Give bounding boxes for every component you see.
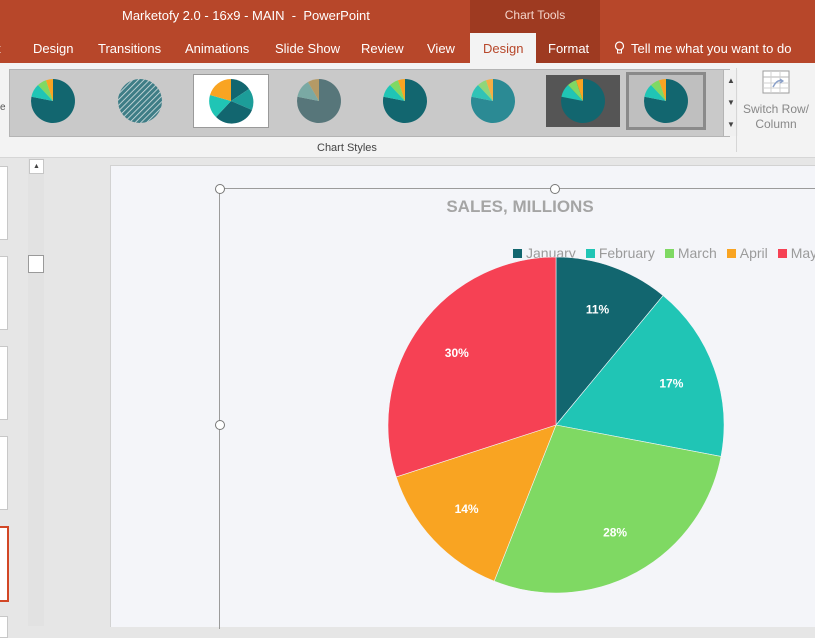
- gallery-expand-button[interactable]: ▼: [727, 120, 735, 129]
- chart-object[interactable]: SALES, MILLIONS January February March Apri…: [215, 184, 815, 629]
- legend-swatch: [726, 249, 736, 258]
- tab-review[interactable]: Review: [361, 41, 404, 56]
- tab-view[interactable]: View: [427, 41, 455, 56]
- data-label-march[interactable]: 28%: [603, 525, 627, 539]
- chart-styles-group-label: Chart Styles: [317, 142, 377, 154]
- tab-animations[interactable]: Animations: [185, 41, 250, 56]
- legend-label: April: [739, 245, 768, 261]
- slide-thumbnail-selected[interactable]: [0, 526, 9, 602]
- tell-me-search[interactable]: Tell me what you want to do: [614, 33, 791, 63]
- pie-chart[interactable]: 11% 17% 28% 14% 30%: [220, 189, 815, 629]
- tab-format[interactable]: Format: [548, 41, 590, 56]
- legend-item-april[interactable]: April: [726, 245, 768, 261]
- data-label-february[interactable]: 17%: [659, 376, 683, 390]
- chart-tools-label: Chart Tools: [470, 0, 600, 33]
- chart-style-5-icon: [382, 79, 427, 123]
- chart-style-7[interactable]: [546, 75, 620, 127]
- chart-style-6[interactable]: [456, 75, 530, 127]
- slide-thumbnail[interactable]: [0, 256, 8, 330]
- switch-row-column-label-2: Column: [755, 117, 797, 131]
- legend-label: May: [790, 245, 815, 261]
- tab-chart-design[interactable]: Design: [470, 33, 537, 63]
- tab-transitions[interactable]: Transitions: [98, 41, 162, 56]
- data-label-april[interactable]: 14%: [455, 502, 479, 516]
- slide-thumbnail-pane: [0, 158, 28, 638]
- slide-thumbnail[interactable]: [0, 166, 8, 240]
- lightbulb-icon: [614, 41, 625, 54]
- chart-style-6-icon: [470, 79, 515, 123]
- legend-swatch: [513, 249, 522, 258]
- legend-swatch: [664, 249, 674, 258]
- tab-insert[interactable]: t: [0, 33, 1, 63]
- tell-me-label: Tell me what you want to do: [631, 41, 792, 56]
- gallery-scroll-down-button[interactable]: ▼: [727, 98, 735, 107]
- chart-legend[interactable]: January February March April May: [513, 245, 815, 261]
- chart-style-4[interactable]: [282, 75, 356, 127]
- chart-style-7-icon: [560, 79, 605, 123]
- legend-label: February: [598, 245, 655, 261]
- legend-swatch: [585, 249, 595, 258]
- ribbon-cut-label: e: [0, 102, 6, 113]
- slide-thumbnail[interactable]: [0, 346, 8, 420]
- legend-item-february[interactable]: February: [585, 245, 655, 261]
- legend-item-march[interactable]: March: [664, 245, 717, 261]
- resize-handle-top-left[interactable]: [215, 184, 225, 194]
- chart-style-3[interactable]: [193, 74, 269, 128]
- resize-handle-top[interactable]: [550, 184, 560, 194]
- resize-handle-left[interactable]: [215, 420, 225, 430]
- title-bar: Marketofy 2.0 - 16x9 - MAIN - PowerPoint…: [0, 0, 815, 33]
- legend-swatch: [777, 249, 787, 258]
- switch-row-column-label-1: Switch Row/: [742, 102, 810, 116]
- tab-design[interactable]: Design: [33, 41, 74, 56]
- pie-slice-march[interactable]: [493, 424, 722, 594]
- chart-style-1[interactable]: [16, 75, 90, 127]
- ribbon-panel: e: [0, 63, 815, 158]
- slide-thumbnail[interactable]: [0, 616, 8, 638]
- chart-style-3-icon: [209, 79, 254, 124]
- chart-style-2[interactable]: [103, 75, 177, 127]
- chart-style-5[interactable]: [368, 75, 442, 127]
- chart-title[interactable]: SALES, MILLIONS: [446, 197, 594, 216]
- legend-item-may[interactable]: May: [777, 245, 815, 261]
- window-title: Marketofy 2.0 - 16x9 - MAIN - PowerPoint: [122, 8, 370, 23]
- tab-slide-show[interactable]: Slide Show: [275, 41, 341, 56]
- data-label-january[interactable]: 11%: [586, 303, 610, 317]
- slide-thumbnail[interactable]: [0, 436, 8, 510]
- chart-style-1-icon: [30, 79, 75, 123]
- pie-slice-january[interactable]: [555, 256, 664, 426]
- pie-slice-february[interactable]: [555, 295, 725, 457]
- switch-row-column-button[interactable]: Switch Row/ Column: [740, 69, 812, 139]
- chart-style-8-icon: [643, 79, 688, 123]
- pie-slice-may[interactable]: [387, 256, 557, 478]
- gallery-scroll-up-button[interactable]: ▲: [727, 76, 735, 85]
- slide-canvas[interactable]: SALES, MILLIONS January February March Apri…: [110, 165, 815, 629]
- switch-row-column-icon: [762, 70, 790, 94]
- legend-label: March: [677, 245, 717, 261]
- chart-styles-gallery: ▲ ▼ ▼: [9, 69, 738, 137]
- scrollbar-thumb[interactable]: [28, 255, 44, 273]
- gallery-scroll: ▲ ▼ ▼: [723, 70, 738, 136]
- data-label-may[interactable]: 30%: [445, 346, 469, 360]
- scroll-up-button[interactable]: ▲: [29, 159, 44, 174]
- ribbon-tab-bar: t Design Transitions Animations Slide Sh…: [0, 33, 815, 63]
- thumbnail-scrollbar[interactable]: ▲: [28, 158, 44, 626]
- chart-style-8[interactable]: [626, 72, 706, 130]
- ribbon-separator: [736, 68, 737, 152]
- chart-style-4-icon: [296, 79, 341, 123]
- chart-style-2-icon: [118, 79, 162, 123]
